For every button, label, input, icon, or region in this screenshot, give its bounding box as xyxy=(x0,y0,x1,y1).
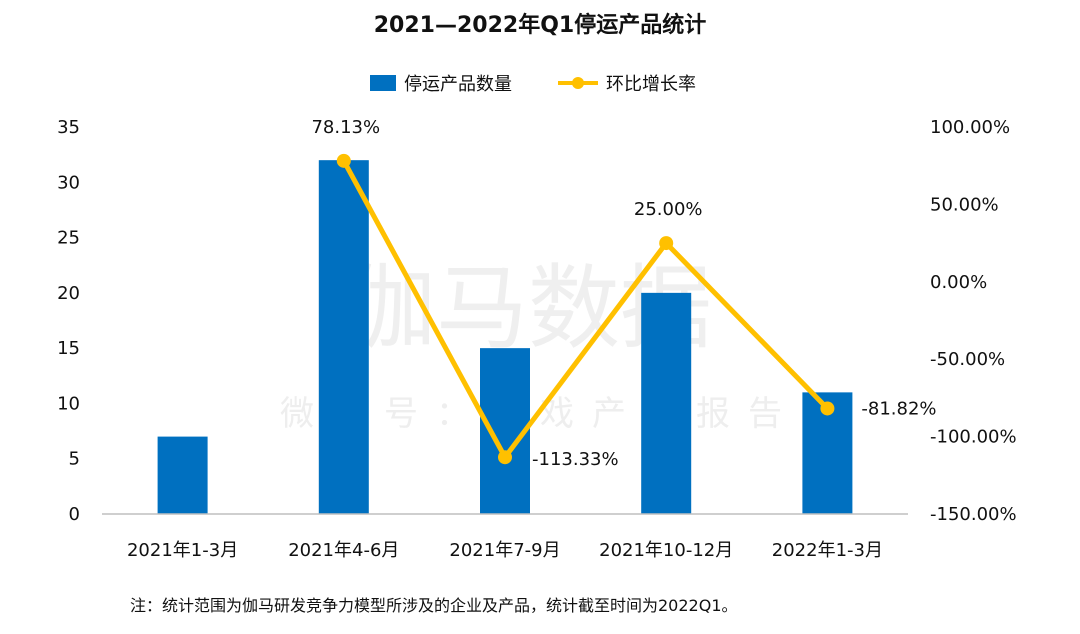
right-axis-tick-label: 100.00% xyxy=(930,117,1010,138)
line-path xyxy=(341,159,830,460)
left-axis-tick-label: 5 xyxy=(69,449,80,470)
chart-title: 2021—2022年Q1停运产品统计 xyxy=(374,12,706,38)
line-point xyxy=(820,401,835,416)
right-axis-tick-label: -50.00% xyxy=(930,349,1005,370)
right-axis-tick-label: 0.00% xyxy=(930,272,987,293)
line-point xyxy=(498,450,512,465)
right-axis-tick-label: -100.00% xyxy=(930,427,1017,448)
line-data-label: 25.00% xyxy=(634,199,703,220)
x-axis-tick-label: 2021年1-3月 xyxy=(127,540,238,561)
legend: 停运产品数量 环比增长率 xyxy=(370,74,696,95)
x-axis: 2021年1-3月 2021年4-6月 2021年7-9月 2021年10-12月 20… xyxy=(127,540,883,561)
right-axis-tick-label: -150.00% xyxy=(930,504,1017,525)
right-axis: -150.00% -100.00% -50.00% 0.00% 50.00% 100.00… xyxy=(930,117,1017,525)
left-axis-tick-label: 25 xyxy=(57,228,80,249)
line-data-labels: 78.13% -113.33% 25.00% -81.82% xyxy=(311,117,936,470)
x-axis-tick-label: 2021年4-6月 xyxy=(288,540,399,561)
line-point xyxy=(659,236,674,251)
left-axis-tick-label: 20 xyxy=(57,283,80,304)
bar xyxy=(641,292,692,514)
right-axis-tick-label: 50.00% xyxy=(930,194,999,215)
bar xyxy=(157,436,208,514)
left-axis-tick-label: 0 xyxy=(69,504,80,525)
x-axis-tick-label: 2021年7-9月 xyxy=(449,540,560,561)
x-axis-tick-label: 2021年10-12月 xyxy=(599,540,733,561)
left-axis-tick-label: 15 xyxy=(57,338,80,359)
line-point xyxy=(336,153,351,168)
left-axis: 0 5 10 15 20 25 30 35 xyxy=(57,117,80,525)
legend-line-label: 环比增长率 xyxy=(606,74,696,95)
left-axis-tick-label: 35 xyxy=(57,117,80,138)
line-data-label: -81.82% xyxy=(861,398,936,419)
x-axis-tick-label: 2022年1-3月 xyxy=(772,540,883,561)
line-data-label: -113.33% xyxy=(532,449,619,470)
legend-bar-label: 停运产品数量 xyxy=(404,74,512,95)
line-series xyxy=(336,153,835,465)
legend-bar-swatch xyxy=(370,75,396,91)
footnote: 注：统计范围为伽马研发竞争力模型所涉及的企业及产品，统计截至时间为2022Q1。 xyxy=(130,596,738,615)
left-axis-tick-label: 10 xyxy=(57,393,80,414)
legend-line-marker xyxy=(572,77,584,89)
line-data-label: 78.13% xyxy=(311,117,380,138)
left-axis-tick-label: 30 xyxy=(57,172,80,193)
bar xyxy=(318,160,369,514)
